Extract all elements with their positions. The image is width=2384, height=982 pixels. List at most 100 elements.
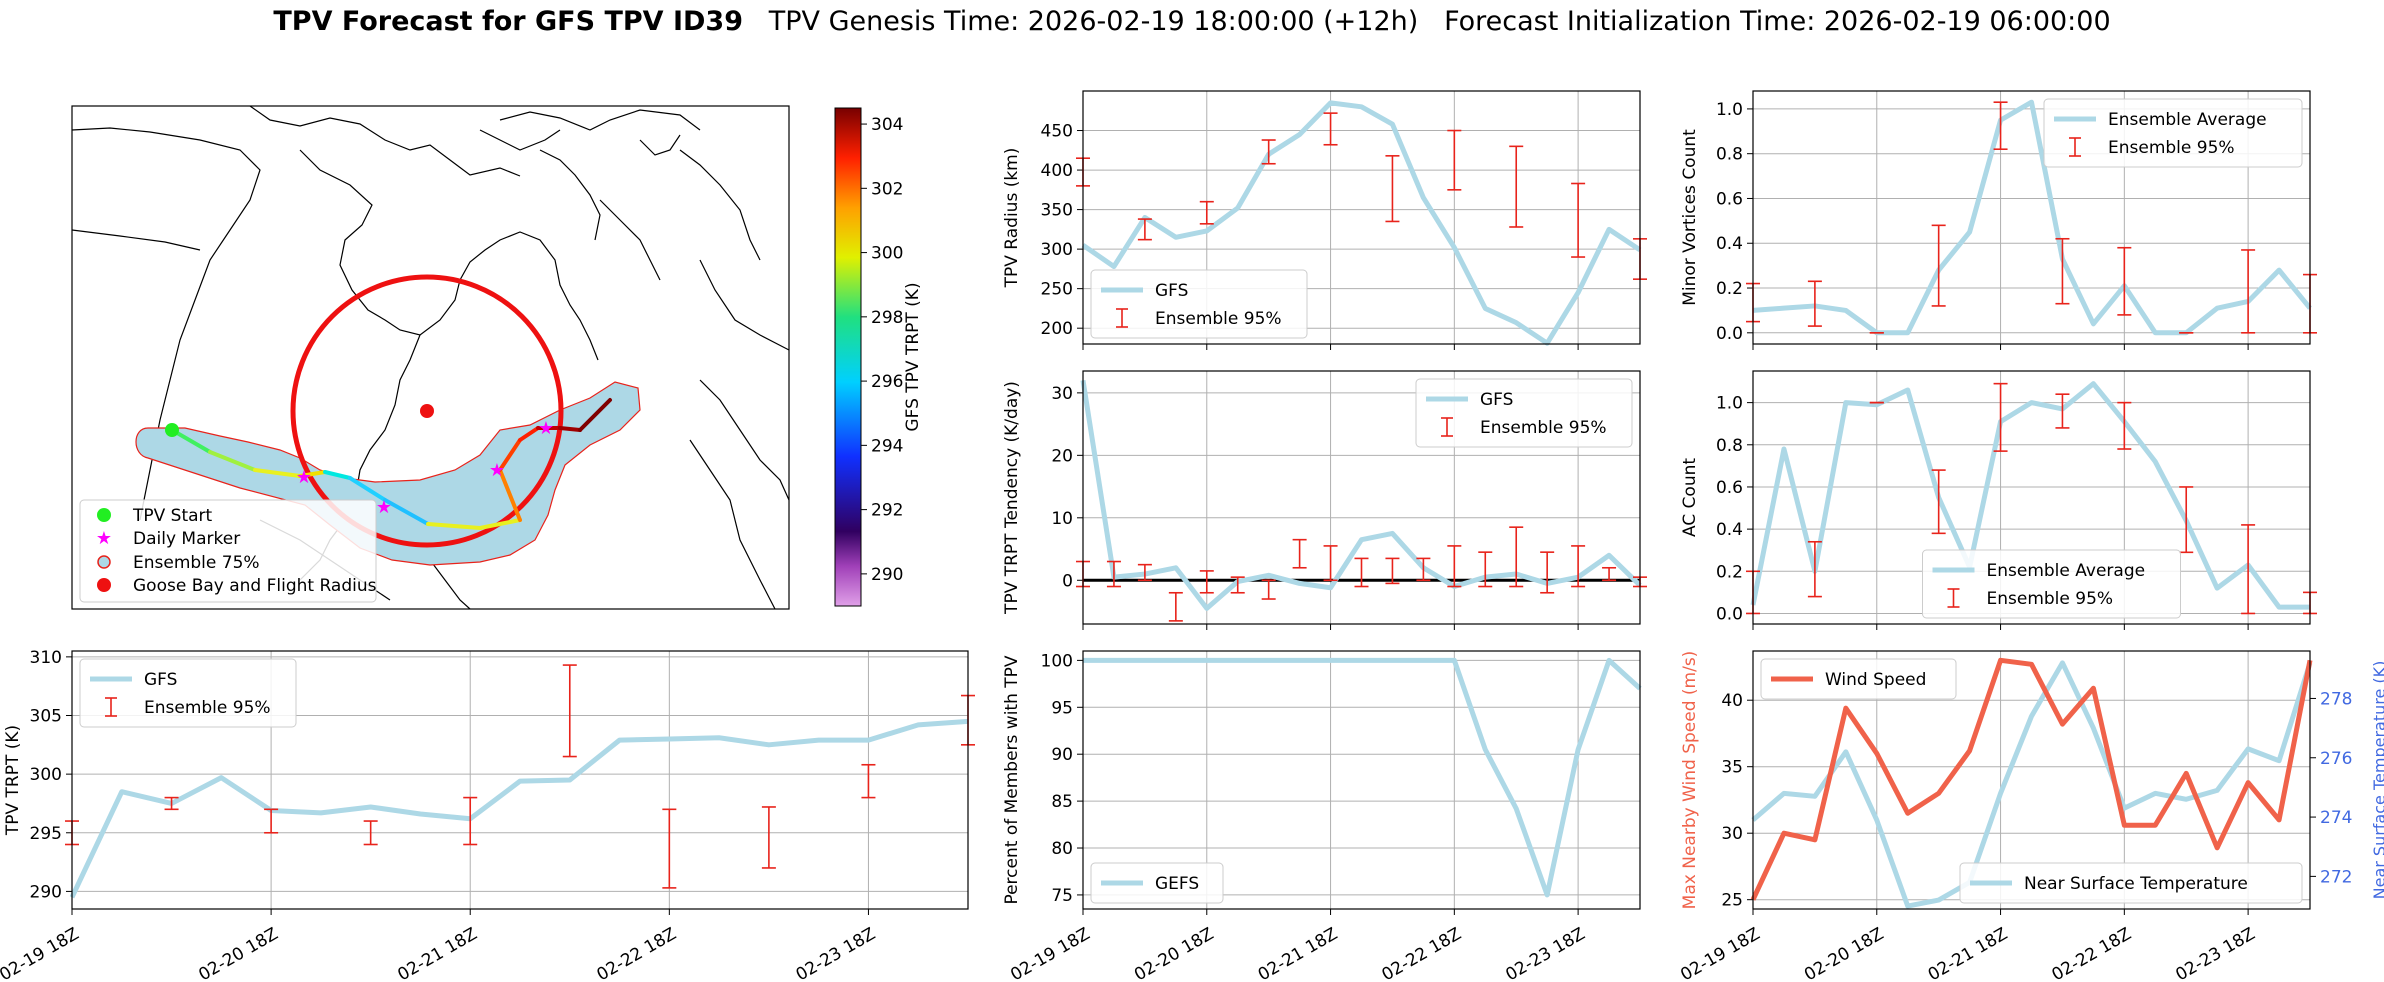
legend-label: Ensemble 95% xyxy=(144,698,271,718)
y-tick-label: 0.6 xyxy=(1716,189,1743,209)
map-panel: ★ ★ ★ ★ TPV Start ★ Daily Marker Ensembl… xyxy=(71,105,923,610)
y-tick-label: 20 xyxy=(1051,446,1073,466)
series-line-radius xyxy=(1081,100,1642,346)
x-tick-label: 02-23 18Z xyxy=(2172,924,2258,982)
series-line-trpt xyxy=(69,718,969,899)
x-tick-label: 02-20 18Z xyxy=(1131,924,1217,982)
panel-trpt: 02-19 18Z 02-20 18Z 02-21 18Z 02-22 18Z 02-2… xyxy=(0,648,975,982)
colorbar-tick-label: 296 xyxy=(871,372,903,392)
colorbar-tick-label: 298 xyxy=(871,308,903,328)
map-legend-label: Ensemble 75% xyxy=(133,553,260,573)
legend-ensemble-icon xyxy=(97,555,111,569)
y-tick-label: 35 xyxy=(1721,758,1743,778)
daily-marker: ★ xyxy=(489,460,505,481)
y-tick-label: 10 xyxy=(1051,509,1073,529)
y-tick-label: 400 xyxy=(1041,161,1073,181)
y-tick-label: 0.8 xyxy=(1716,145,1743,165)
legend-box xyxy=(1760,658,1957,700)
x-tick-label: 02-21 18Z xyxy=(1925,924,2011,982)
flight-radius-circle xyxy=(290,274,564,548)
map-legend-label: Goose Bay and Flight Radius xyxy=(133,576,377,596)
y-tick-label: 0 xyxy=(1062,571,1073,591)
map-legend-label: Daily Marker xyxy=(133,529,240,549)
y-axis-label: Percent of Members with TPV xyxy=(1002,655,1022,904)
daily-marker: ★ xyxy=(538,418,554,439)
legend-box xyxy=(2043,98,2303,168)
y-tick-label: 295 xyxy=(30,824,62,844)
legend: GEFS xyxy=(1090,862,1224,904)
y-tick-label: 310 xyxy=(30,648,62,668)
colorbar-tick-label: 304 xyxy=(871,115,903,135)
legend-label: GFS xyxy=(144,670,177,690)
axes-frame xyxy=(71,650,969,910)
legend-start-icon xyxy=(97,508,111,522)
colorbar-tick-label: 294 xyxy=(871,436,903,456)
y-axis-label: TPV TRPT (K) xyxy=(3,725,23,836)
map-frame xyxy=(71,105,790,610)
daily-marker: ★ xyxy=(376,497,392,518)
error-bars xyxy=(1746,101,2317,334)
y-right-label: Near Surface Temperature (K) xyxy=(2370,661,2384,900)
y-tick-label: 0.2 xyxy=(1716,279,1743,299)
title-genesis: TPV Genesis Time: 2026-02-19 18:00:00 (+… xyxy=(768,6,1419,37)
error-bars xyxy=(65,664,975,889)
legend: Near Surface Temperature xyxy=(1959,862,2303,904)
legend-box xyxy=(79,658,297,728)
map-legend-label: TPV Start xyxy=(132,506,213,526)
y-tick-label: 0.0 xyxy=(1716,324,1743,344)
series-line-temperature xyxy=(1751,660,2313,909)
colorbar-tick-label: 300 xyxy=(871,244,903,264)
y-tick-label: 80 xyxy=(1051,839,1073,859)
y-right-tick-label: 272 xyxy=(2320,867,2352,887)
y-axis-label: TPV TRPT Tendency (K/day) xyxy=(1002,381,1022,615)
title-main: TPV Forecast for GFS TPV ID39 xyxy=(273,6,743,37)
legend-label: Wind Speed xyxy=(1825,670,1926,690)
y-right-tick-label: 274 xyxy=(2320,808,2352,828)
legend: Ensemble Average Ensemble 95% xyxy=(1922,549,2181,619)
y-tick-label: 25 xyxy=(1721,891,1743,911)
panel-minor: 0.0 0.2 0.4 0.6 0.8 1.0 Minor Vortices Count En… xyxy=(1680,90,2317,350)
y-right-tick-label: 278 xyxy=(2320,689,2352,709)
error-bars xyxy=(1076,526,1647,622)
y-axis-label: Minor Vortices Count xyxy=(1680,129,1700,306)
x-tick-label: 02-20 18Z xyxy=(195,924,281,982)
y-axis-label: TPV Radius (km) xyxy=(1002,148,1022,289)
legend-label: GEFS xyxy=(1155,874,1199,894)
panel-wind: 02-19 18Z 02-20 18Z 02-21 18Z 02-22 18Z 02-2… xyxy=(1677,650,2384,982)
tpv-track xyxy=(170,398,612,530)
y-axis-label: AC Count xyxy=(1680,458,1700,537)
axes-frame xyxy=(1082,650,1641,910)
y-tick-label: 300 xyxy=(1041,240,1073,260)
x-tick-label: 02-23 18Z xyxy=(1502,924,1588,982)
y-tick-label: 450 xyxy=(1041,122,1073,142)
figure-title: TPV Forecast for GFS TPV ID39 TPV Genesi… xyxy=(0,6,2384,37)
y-tick-label: 250 xyxy=(1041,280,1073,300)
legend-label: Ensemble Average xyxy=(2108,110,2267,130)
y-tick-label: 100 xyxy=(1041,651,1073,671)
axes-frame xyxy=(1752,370,2311,625)
legend-box xyxy=(1415,378,1633,448)
legend: GFS Ensemble 95% xyxy=(1415,378,1633,448)
legend-box xyxy=(1090,862,1224,904)
axes-frame xyxy=(1082,370,1641,625)
y-axis-label: Max Nearby Wind Speed (m/s) xyxy=(1680,651,1700,910)
y-tick-label: 290 xyxy=(30,882,62,902)
tpv-start-marker xyxy=(165,423,179,437)
axes-frame xyxy=(1082,90,1641,345)
y-tick-label: 0.8 xyxy=(1716,436,1743,456)
legend: Ensemble Average Ensemble 95% xyxy=(2043,98,2303,168)
daily-marker: ★ xyxy=(296,467,312,488)
legend-label: GFS xyxy=(1155,281,1188,301)
x-tick-label: 02-21 18Z xyxy=(1255,924,1341,982)
title-init: Forecast Initialization Time: 2026-02-19… xyxy=(1444,6,2111,37)
series-line-ac xyxy=(1750,381,2310,610)
y-tick-label: 0.4 xyxy=(1716,234,1743,254)
legend-label: Ensemble 95% xyxy=(1987,589,2114,609)
legend-box xyxy=(1959,862,2303,904)
goose-bay-marker xyxy=(420,404,434,418)
axes-frame xyxy=(1752,90,2311,345)
coastlines xyxy=(72,106,789,609)
legend-label: Ensemble 95% xyxy=(2108,138,2235,158)
y-tick-label: 40 xyxy=(1721,691,1743,711)
